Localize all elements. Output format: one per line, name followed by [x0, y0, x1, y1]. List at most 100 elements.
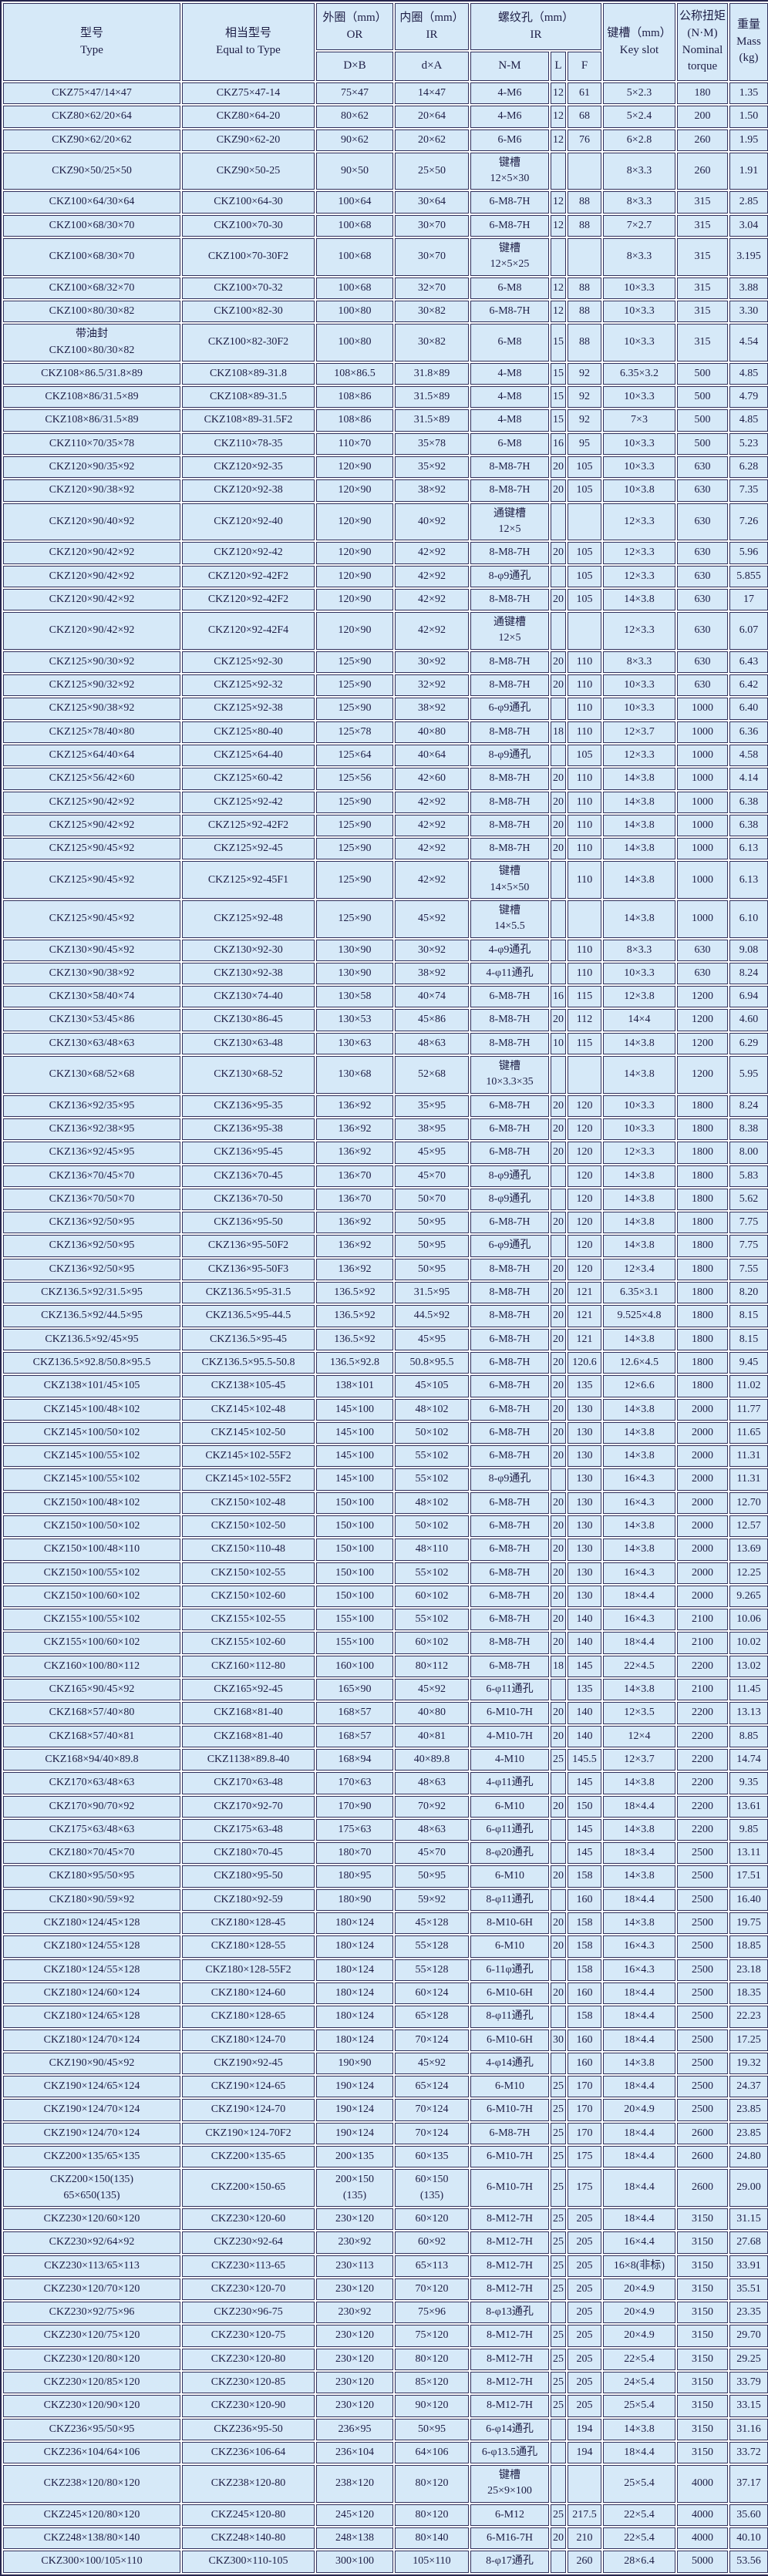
cell-dxb: 120×90 — [316, 612, 393, 650]
cell-l: 12 — [551, 191, 566, 214]
cell-nm: 4-M8 — [470, 362, 549, 385]
cell-mass: 16.40 — [729, 1888, 768, 1912]
cell-dxa: 85×120 — [395, 2371, 469, 2394]
cell-torque: 1000 — [677, 838, 728, 860]
cell-equal: CKZ110×78-35 — [182, 432, 315, 456]
cell-type: CKZ120×90/42×92 — [3, 588, 180, 611]
cell-equal: CKZ136×95-45 — [182, 1142, 315, 1164]
cell-torque: 2600 — [677, 2146, 728, 2168]
cell-f: 160 — [568, 2052, 601, 2075]
cell-dxa: 75×120 — [395, 2325, 469, 2347]
cell-type: CKZ125×90/32×92 — [3, 674, 180, 697]
cell-f: 120 — [568, 1258, 601, 1281]
table-row: CKZ145×100/50×102 CKZ145×102-50 145×100 50×… — [3, 1421, 768, 1444]
header-key-slot: 键槽（mm） Key slot — [603, 3, 675, 81]
cell-dxb: 100×64 — [316, 191, 393, 214]
cell-equal: CKZ230×120-70 — [182, 2278, 315, 2301]
cell-l: 20 — [551, 1982, 566, 2005]
cell-mass: 35.51 — [729, 2278, 768, 2301]
cell-dxa: 50×70 — [395, 1188, 469, 1211]
header-inner-ring: 内圈（mm） IR — [395, 3, 469, 51]
cell-nm: 键槽 25×9×100 — [470, 2465, 549, 2503]
cell-l: 20 — [551, 1282, 566, 1304]
cell-key: 12×3.4 — [603, 1258, 675, 1281]
cell-key: 10×3.8 — [603, 479, 675, 502]
cell-mass: 33.91 — [729, 2255, 768, 2277]
cell-dxb: 175×63 — [316, 1818, 393, 1841]
cell-type: CKZ300×100/105×110 — [3, 2551, 180, 2573]
cell-equal: CKZ125×80-40 — [182, 721, 315, 743]
cell-mass: 5.855 — [729, 565, 768, 587]
cell-key: 12×3.3 — [603, 744, 675, 767]
cell-equal: CKZ100×70-32 — [182, 277, 315, 299]
cell-f: 205 — [568, 2208, 601, 2231]
table-row: CKZ136×70/50×70 CKZ136×70-50 136×70 50×70 8-… — [3, 1188, 768, 1211]
cell-l: 25 — [551, 2076, 566, 2098]
cell-l: 20 — [551, 2527, 566, 2550]
cell-f: 158 — [568, 2006, 601, 2028]
cell-key: 14×3.8 — [603, 588, 675, 611]
subheader-dxb: D×B — [316, 52, 393, 81]
cell-nm: 8-M8-7H — [470, 542, 549, 564]
cell-l: 20 — [551, 1585, 566, 1608]
cell-torque: 180 — [677, 82, 728, 105]
cell-dxb: 180×124 — [316, 1982, 393, 2005]
cell-key: 14×3.8 — [603, 1056, 675, 1094]
table-row: CKZ125×90/45×92 CKZ125×92-45F1 125×90 42×92… — [3, 861, 768, 899]
cell-l — [551, 1818, 566, 1841]
cell-l: 15 — [551, 386, 566, 409]
cell-key: 18×4.4 — [603, 1585, 675, 1608]
cell-key: 14×3.8 — [603, 1865, 675, 1888]
cell-equal: CKZ136.5×95-31.5 — [182, 1282, 315, 1304]
cell-nm: 6-M8 — [470, 277, 549, 299]
cell-dxa: 14×47 — [395, 82, 469, 105]
cell-equal: CKZ160×112-80 — [182, 1655, 315, 1678]
cell-l — [551, 939, 566, 961]
cell-nm: 6-M8-7H — [470, 1212, 549, 1234]
cell-type: CKZ100×80/30×82 — [3, 300, 180, 323]
cell-dxb: 130×63 — [316, 1032, 393, 1055]
cell-type: CKZ180×90/59×92 — [3, 1888, 180, 1912]
cell-mass: 6.36 — [729, 721, 768, 743]
cell-torque: 2000 — [677, 1468, 728, 1491]
cell-l: 20 — [551, 651, 566, 674]
cell-key: 14×3.8 — [603, 1235, 675, 1257]
table-row: CKZ155×100/60×102 CKZ155×102-60 155×100 60×… — [3, 1632, 768, 1654]
cell-torque: 1800 — [677, 1188, 728, 1211]
cell-type: CKZ155×100/60×102 — [3, 1632, 180, 1654]
table-row: 带油封 CKZ100×80/30×82 CKZ100×82-30F2 100×80 3… — [3, 324, 768, 362]
cell-mass: 40.10 — [729, 2527, 768, 2550]
cell-f: 205 — [568, 2278, 601, 2301]
cell-equal: CKZ130×92-30 — [182, 939, 315, 961]
cell-l: 10 — [551, 1032, 566, 1055]
cell-dxb: 155×100 — [316, 1632, 393, 1654]
cell-dxa: 35×78 — [395, 432, 469, 456]
cell-torque: 2500 — [677, 1842, 728, 1865]
cell-l: 20 — [551, 674, 566, 697]
cell-equal: CKZ108×89-31.5F2 — [182, 409, 315, 432]
table-row: CKZ190×124/70×124 CKZ190×124-70F2 190×124 7… — [3, 2122, 768, 2145]
cell-torque: 3150 — [677, 2255, 728, 2277]
cell-equal: CKZ100×70-30F2 — [182, 238, 315, 276]
cell-nm: 8-M12-7H — [470, 2255, 549, 2277]
cell-dxb: 136×92 — [316, 1142, 393, 1164]
cell-equal: CKZ150×110-48 — [182, 1539, 315, 1561]
cell-f: 135 — [568, 1679, 601, 1701]
cell-mass: 9.265 — [729, 1585, 768, 1608]
cell-dxb: 125×90 — [316, 861, 393, 899]
cell-dxa: 42×92 — [395, 861, 469, 899]
table-row: CKZ180×124/45×128 CKZ180×128-45 180×124 45×… — [3, 1912, 768, 1935]
table-row: CKZ300×100/105×110 CKZ300×110-105 300×100 1… — [3, 2551, 768, 2573]
cell-type: CKZ180×124/65×128 — [3, 2006, 180, 2028]
cell-f: 92 — [568, 409, 601, 432]
cell-type: CKZ180×95/50×95 — [3, 1865, 180, 1888]
cell-f: 120 — [568, 1212, 601, 1234]
cell-type: CKZ130×58/40×74 — [3, 986, 180, 1008]
cell-f: 170 — [568, 2122, 601, 2145]
cell-l — [551, 2052, 566, 2075]
cell-mass: 10.02 — [729, 1632, 768, 1654]
cell-mass: 1.91 — [729, 152, 768, 190]
cell-equal: CKZ168×81-40 — [182, 1725, 315, 1747]
cell-key: 18×4.4 — [603, 1632, 675, 1654]
cell-torque: 1200 — [677, 1032, 728, 1055]
